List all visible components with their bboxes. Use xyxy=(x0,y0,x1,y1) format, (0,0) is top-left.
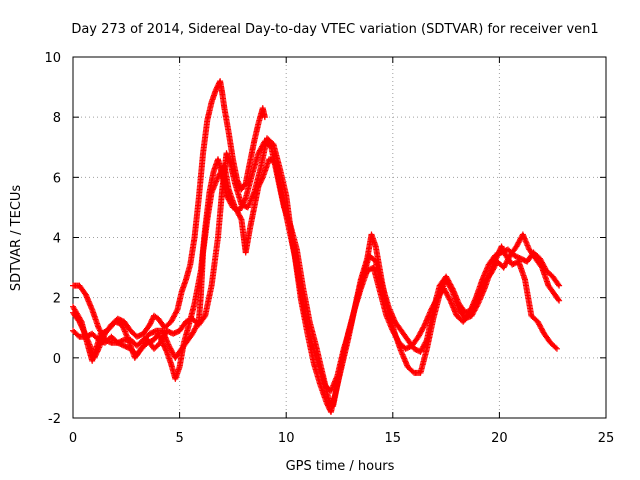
x-tick-label: 5 xyxy=(175,431,183,446)
data-point xyxy=(474,296,481,303)
data-point xyxy=(77,317,84,324)
data-point xyxy=(163,347,170,354)
data-point xyxy=(556,297,563,304)
y-axis-label: SDTVAR / TECUs xyxy=(9,185,24,292)
x-tick-label: 10 xyxy=(278,431,295,446)
data-point xyxy=(555,281,562,288)
tick-labels: 0 5 10 15 20 25 -2 0 2 4 6 8 10 xyxy=(44,51,614,446)
series-track-a xyxy=(70,78,268,361)
data-point xyxy=(553,345,560,352)
y-tick-label: 2 xyxy=(53,292,61,307)
y-tick-label: -2 xyxy=(48,412,61,427)
data-point xyxy=(237,215,244,222)
y-tick-label: 0 xyxy=(53,352,61,367)
x-tick-label: 20 xyxy=(491,431,508,446)
grid-lines xyxy=(73,57,606,418)
data-points xyxy=(70,78,563,415)
series-track-d xyxy=(70,135,563,394)
y-tick-label: 4 xyxy=(53,232,61,247)
data-point xyxy=(423,338,430,345)
data-point xyxy=(446,296,453,303)
x-tick-label: 25 xyxy=(598,431,615,446)
data-point xyxy=(556,282,563,289)
data-point xyxy=(552,344,559,351)
x-tick-label: 15 xyxy=(385,431,402,446)
y-tick-label: 6 xyxy=(53,171,61,186)
x-tick-label: 0 xyxy=(69,431,77,446)
data-point xyxy=(421,323,428,330)
x-axis-label: GPS time / hours xyxy=(286,459,395,474)
data-point xyxy=(261,114,268,121)
data-point xyxy=(173,308,180,315)
axis-ticks xyxy=(72,56,607,419)
data-point xyxy=(201,314,208,321)
data-point xyxy=(555,296,562,303)
y-tick-label: 10 xyxy=(44,51,61,66)
data-point xyxy=(448,284,455,291)
y-tick-label: 8 xyxy=(53,111,61,126)
chart-title: Day 273 of 2014, Sidereal Day-to-day VTE… xyxy=(71,22,598,37)
series-track-c xyxy=(70,156,560,415)
